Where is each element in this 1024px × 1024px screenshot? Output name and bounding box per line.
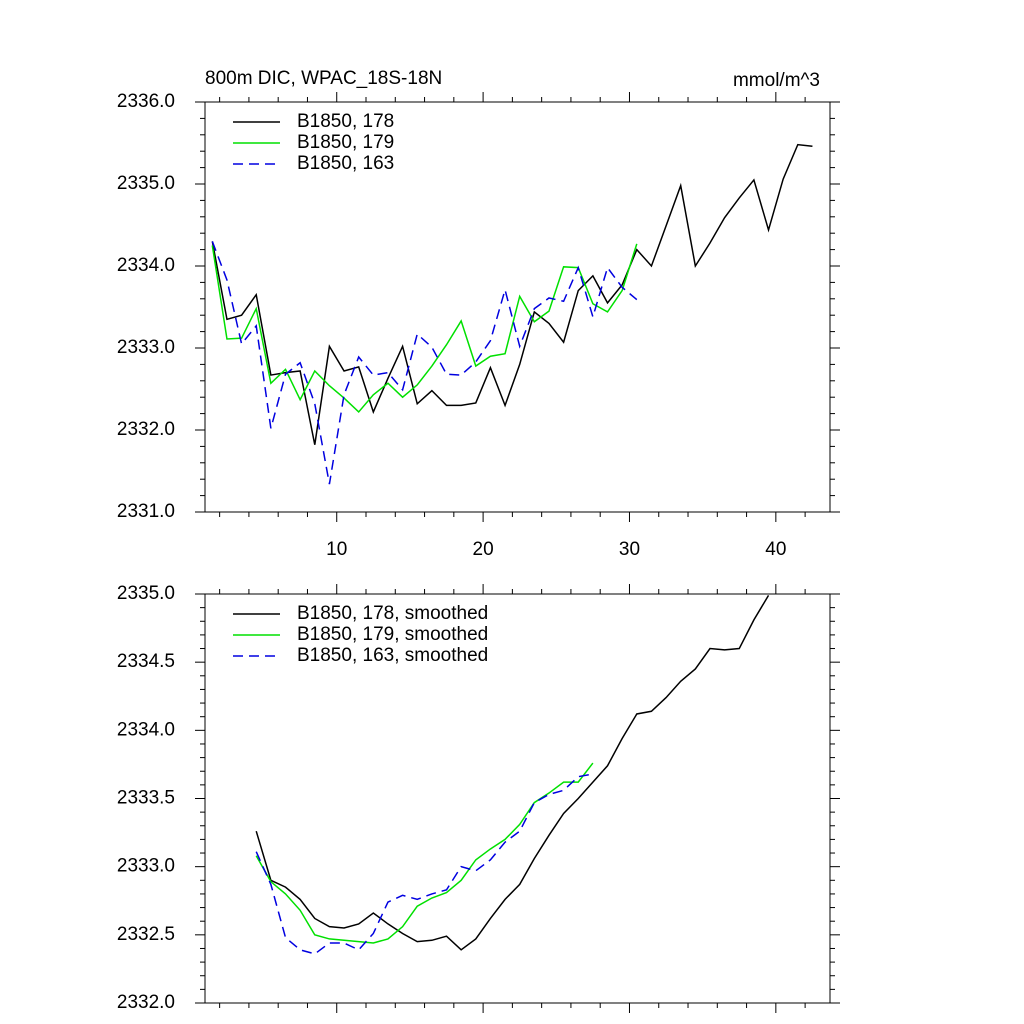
y-tick-label: 2333.0 bbox=[117, 337, 175, 358]
chart-title: 800m DIC, WPAC_18S-18N bbox=[205, 68, 442, 89]
units-label: mmol/m^3 bbox=[733, 70, 820, 91]
legend-label: B1850, 178 bbox=[297, 111, 394, 132]
data-line bbox=[211, 243, 638, 414]
data-line bbox=[255, 762, 594, 944]
x-tick-label: 30 bbox=[619, 539, 640, 560]
legend-label: B1850, 179 bbox=[297, 132, 394, 153]
y-tick-label: 2335.0 bbox=[117, 583, 175, 604]
y-tick-label: 2332.0 bbox=[117, 419, 175, 440]
legend-label: B1850, 163, smoothed bbox=[297, 645, 488, 666]
x-tick-label: 10 bbox=[326, 539, 347, 560]
y-tick-label: 2334.0 bbox=[117, 719, 175, 740]
y-tick-label: 2332.0 bbox=[117, 992, 175, 1013]
legend-label: B1850, 163 bbox=[297, 153, 394, 174]
y-tick-label: 2334.5 bbox=[117, 651, 175, 672]
legend-label: B1850, 178, smoothed bbox=[297, 603, 488, 624]
data-line bbox=[255, 594, 770, 951]
data-line bbox=[211, 143, 813, 445]
y-tick-label: 2333.0 bbox=[117, 856, 175, 877]
plot-frame bbox=[204, 101, 831, 513]
x-tick-label: 40 bbox=[765, 539, 786, 560]
legend-label: B1850, 179, smoothed bbox=[297, 624, 488, 645]
x-tick-label: 20 bbox=[473, 539, 494, 560]
y-tick-label: 2336.0 bbox=[117, 91, 175, 112]
y-tick-label: 2335.0 bbox=[117, 173, 175, 194]
y-tick-label: 2332.5 bbox=[117, 924, 175, 945]
data-line bbox=[211, 241, 638, 485]
y-tick-label: 2331.0 bbox=[117, 501, 175, 522]
y-tick-label: 2333.5 bbox=[117, 788, 175, 809]
y-tick-label: 2334.0 bbox=[117, 255, 175, 276]
